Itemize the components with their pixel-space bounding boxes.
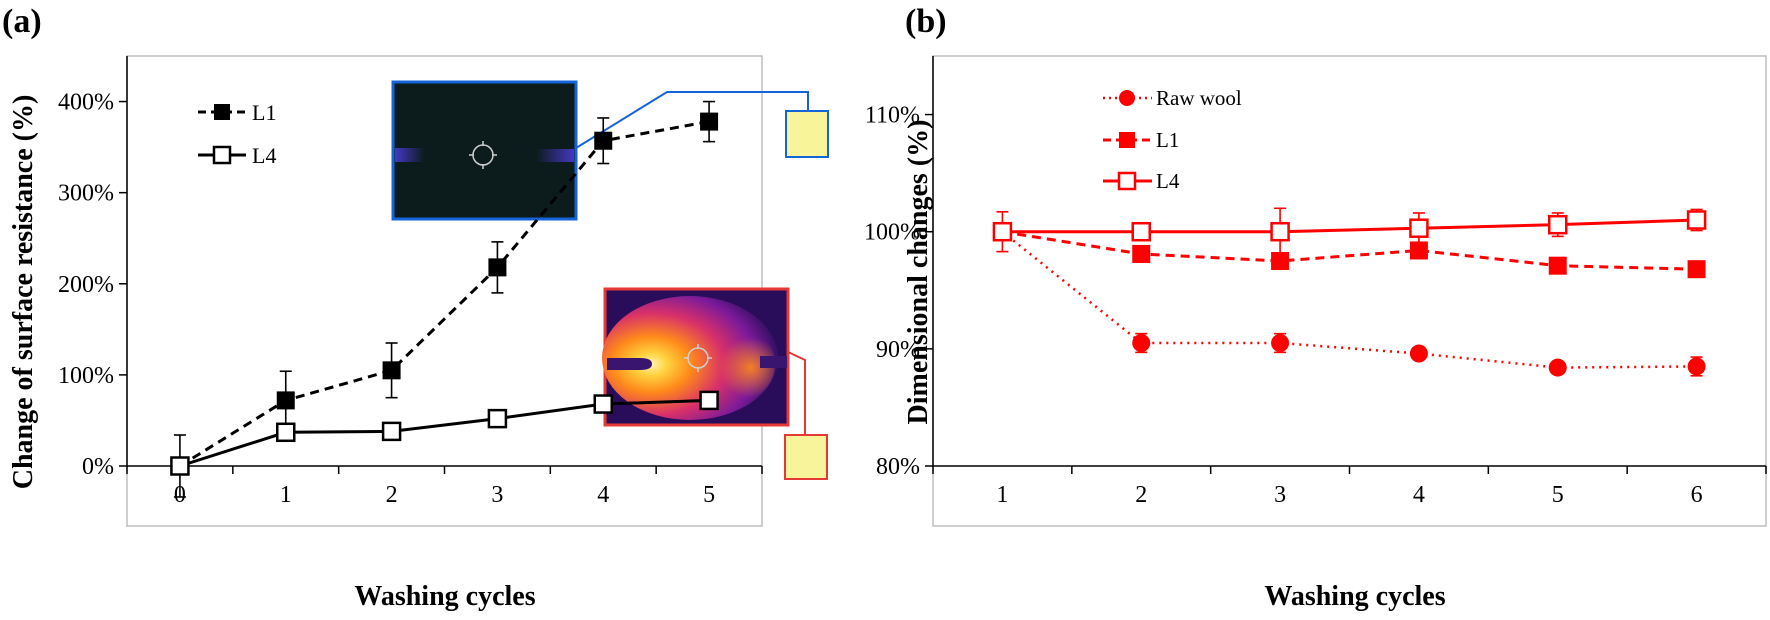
data-point-l4 [593,394,613,414]
data-point-raw-wool [1687,357,1706,376]
legend-label-l1: L1 [252,100,276,125]
legend-item-l1-b: L1 [1103,128,1179,152]
y-axis-title-b: Dimensional changes (%) [903,120,934,425]
x-tick-label: 6 [1691,482,1703,508]
data-point-l4 [1131,221,1151,242]
legend-a: L1 L4 [198,100,276,168]
thermal-inset-cold [391,80,578,221]
x-tick-label: 4 [1413,482,1425,508]
y-tick-label: 400% [58,90,114,116]
connector-line-cold [575,91,809,149]
x-tick-label: 5 [1552,482,1564,508]
series-line-l4 [1002,218,1697,234]
series-line-raw-wool [1001,230,1697,369]
legend-label-raw-wool: Raw wool [1156,86,1242,110]
data-point-l1 [1687,260,1706,279]
x-tick-label: 2 [386,482,398,508]
y-tick-label: 90% [876,337,920,363]
data-point-raw-wool [1132,334,1151,352]
data-point-l4 [1409,218,1429,238]
panel-label-b: (b) [905,3,947,40]
series-line-l1 [179,120,710,468]
legend-marker-l1 [214,104,230,120]
x-tick-label: 4 [597,482,609,508]
legend-item-l4: L4 [198,143,276,168]
series-layer-b [992,207,1707,377]
axes-b: 80% 90% 100% 110% 1 2 3 4 5 6 [864,56,1767,508]
data-point-raw-wool [1548,358,1567,377]
y-tick-label: 0% [82,454,114,480]
data-point-l4 [1686,210,1707,230]
legend-item-l1: L1 [198,100,276,125]
legend-marker-l1-b [1119,132,1135,148]
series-layer-a [170,100,719,498]
legend-label-l4-b: L4 [1156,169,1180,193]
data-point-l4 [381,421,402,442]
series-line-l1 [1002,230,1697,271]
legend-item-l4-b: L4 [1103,169,1180,193]
y-axis-title-a: Change of surface resistance (%) [8,95,39,490]
data-point-l4 [170,456,190,476]
y-tick-label: 100% [58,363,114,389]
x-tick-label: 1 [280,482,292,508]
legend-label-l4: L4 [252,143,276,168]
x-axis-title-b: Washing cycles [1264,581,1445,612]
data-point-l1 [1409,241,1428,260]
y-tick-label: 110% [865,103,920,129]
axes-a: 0%100%200%300%400%012345 [58,56,763,508]
x-tick-label: 2 [1135,482,1147,508]
legend-marker-l4 [212,145,232,165]
data-point-l4 [992,221,1013,242]
panel-label-a: (a) [2,3,42,40]
x-tick-label: 3 [1274,482,1286,508]
data-point-raw-wool [1409,344,1428,363]
legend-item-raw-wool: Raw wool [1103,86,1242,110]
y-tick-label: 80% [876,454,920,480]
highlight-box-l4 [784,434,828,480]
data-point-raw-wool [1271,334,1290,352]
legend-marker-l4-b [1117,171,1137,191]
plot-area-b [932,55,1767,527]
y-tick-label: 100% [864,220,920,246]
y-tick-label: 300% [58,181,114,207]
data-point-l1 [1548,256,1567,275]
highlight-box-l1 [785,110,829,158]
data-point-l1 [1132,244,1151,263]
electrode-glow-right [536,149,574,162]
x-axis-title-a: Washing cycles [354,581,535,612]
x-tick-label: 5 [703,482,715,508]
data-point-l1 [1271,252,1290,270]
legend-b: Raw wool L1 L4 [1103,86,1242,193]
data-point-l1 [382,361,401,380]
legend-marker-raw-wool [1119,90,1135,106]
data-point-l4 [1270,221,1290,242]
x-tick-label: 1 [996,482,1008,508]
electrode-glow-left [395,148,425,162]
data-point-l1 [594,131,613,150]
data-point-l4 [276,422,296,443]
data-point-l4 [1548,214,1568,235]
data-point-l4 [699,390,719,411]
y-tick-label: 200% [58,272,114,298]
legend-label-l1-b: L1 [1156,128,1179,152]
data-point-l4 [487,408,508,429]
series-line-l4 [179,398,710,468]
connector-line-hot [787,351,806,435]
x-tick-label: 3 [491,482,503,508]
data-point-l1 [276,391,295,410]
data-point-l1 [700,112,719,131]
data-point-l1 [488,258,507,277]
